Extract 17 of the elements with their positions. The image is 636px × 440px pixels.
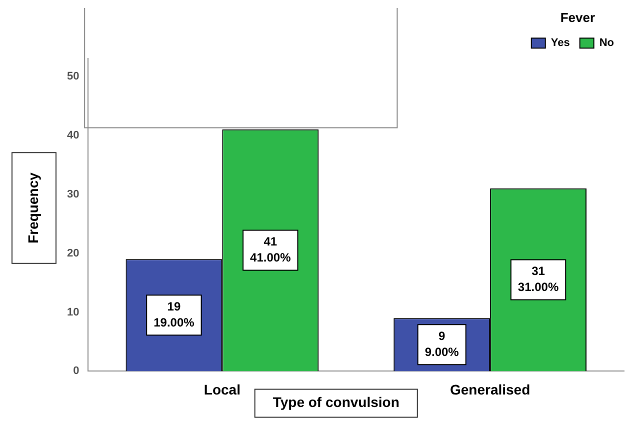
y-tick-label: 20 — [66, 247, 80, 260]
y-tick-label: 30 — [66, 188, 80, 200]
legend-label: Yes — [550, 37, 570, 50]
y-tick-label: 40 — [66, 129, 80, 142]
x-tick-label: Local — [204, 381, 240, 398]
y-tick-label: 50 — [66, 70, 80, 82]
data-label: 19 19.00% — [154, 299, 195, 330]
x-axis-title: Type of convulsion — [272, 394, 400, 410]
data-label: 31 31.00% — [518, 264, 559, 294]
y-axis-title: Frequency — [24, 172, 41, 244]
data-label: 41 41.00% — [250, 234, 292, 265]
legend-title: Fever — [560, 10, 596, 26]
y-tick-label: 0 — [73, 365, 80, 378]
y-tick-label: 10 — [66, 306, 80, 318]
data-label: 9 9.00% — [424, 328, 460, 359]
legend-label: No — [599, 37, 614, 50]
x-tick-label: Generalised — [450, 381, 530, 398]
